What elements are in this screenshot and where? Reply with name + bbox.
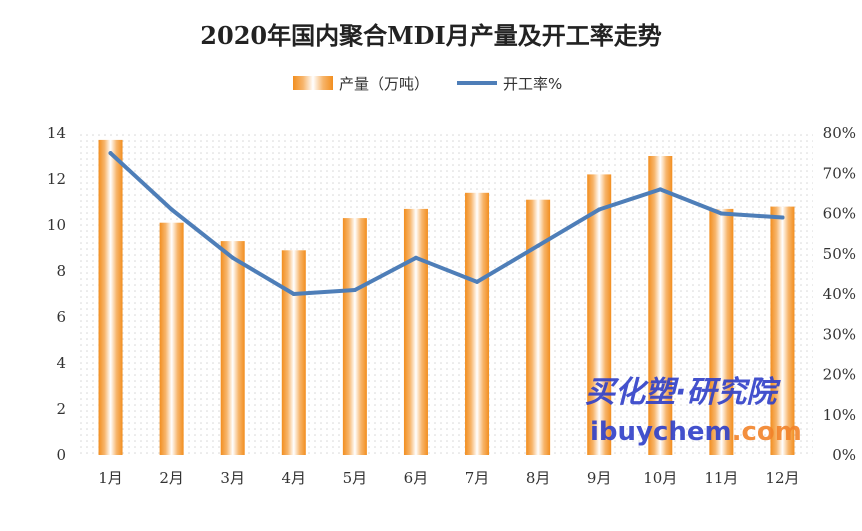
right-tick-label: 30% (823, 325, 856, 343)
watermark-en-domain: .com (732, 417, 802, 447)
left-tick-label: 2 (56, 400, 66, 418)
bar (403, 208, 428, 455)
chart-title: 2020年国内聚合MDI月产量及开工率走势 (200, 21, 661, 50)
line-point (169, 207, 174, 212)
x-tick-label: 3月 (220, 469, 245, 487)
right-tick-label: 20% (823, 366, 856, 384)
left-tick-label: 12 (47, 170, 66, 188)
x-tick-label: 5月 (343, 469, 368, 487)
line-point (108, 151, 113, 156)
plot-area (80, 133, 813, 455)
bar (587, 174, 612, 455)
watermark-cn: 买化塑·研究院 (585, 375, 781, 410)
rate-line (108, 151, 785, 296)
x-tick-label: 9月 (587, 469, 612, 487)
watermark-en-main: ibuychem (590, 417, 732, 447)
line-points (108, 151, 785, 296)
line-point (597, 207, 602, 212)
x-tick-label: 1月 (98, 469, 123, 487)
line-point (658, 187, 663, 192)
right-tick-label: 0% (832, 446, 856, 464)
left-tick-label: 0 (56, 446, 66, 464)
left-axis: 0 2 4 6 8 10 12 14 (47, 124, 66, 464)
line-point (536, 243, 541, 248)
line-point (291, 292, 296, 296)
watermark: 买化塑·研究院 ibuychem.com (585, 375, 802, 447)
right-tick-label: 80% (823, 124, 856, 142)
left-tick-label: 8 (56, 262, 66, 280)
right-axis: 0% 10% 20% 30% 40% 50% 60% 70% 80% (823, 124, 856, 464)
right-tick-label: 60% (823, 205, 856, 223)
line-point (230, 255, 235, 260)
x-tick-label: 6月 (404, 469, 429, 487)
bar (220, 241, 245, 455)
right-tick-label: 50% (823, 245, 856, 263)
line-point (352, 287, 357, 292)
line-point (413, 255, 418, 260)
watermark-en: ibuychem.com (590, 417, 802, 447)
x-tick-label: 10月 (643, 469, 677, 487)
bar (98, 139, 123, 455)
right-tick-label: 40% (823, 285, 856, 303)
line-point (719, 211, 724, 216)
left-tick-label: 10 (47, 216, 66, 234)
bar (159, 222, 184, 455)
x-tick-label: 2月 (159, 469, 184, 487)
legend-bar-label: 产量（万吨） (339, 75, 429, 93)
left-tick-label: 6 (56, 308, 66, 326)
bar-series (98, 139, 795, 456)
legend-line-label: 开工率% (503, 75, 562, 93)
line-point (475, 279, 480, 284)
left-tick-label: 4 (56, 354, 66, 372)
left-tick-label: 14 (47, 124, 66, 142)
bar (342, 218, 367, 455)
x-tick-label: 8月 (526, 469, 551, 487)
x-tick-label: 12月 (765, 469, 799, 487)
line-point (780, 215, 785, 220)
right-tick-label: 70% (823, 164, 856, 182)
bar (770, 206, 795, 455)
x-tick-label: 11月 (704, 469, 738, 487)
bar (465, 192, 490, 456)
x-axis: 1月 2月 3月 4月 5月 6月 7月 8月 9月 10月 11月 12月 (98, 469, 799, 487)
bar (648, 156, 673, 455)
right-tick-label: 10% (823, 406, 856, 424)
bar (526, 199, 551, 455)
legend-bar-swatch (293, 76, 333, 90)
bar (709, 208, 734, 455)
x-tick-label: 4月 (282, 469, 307, 487)
legend: 产量（万吨） 开工率% (293, 75, 562, 93)
bar (281, 250, 306, 455)
x-tick-label: 7月 (465, 469, 490, 487)
